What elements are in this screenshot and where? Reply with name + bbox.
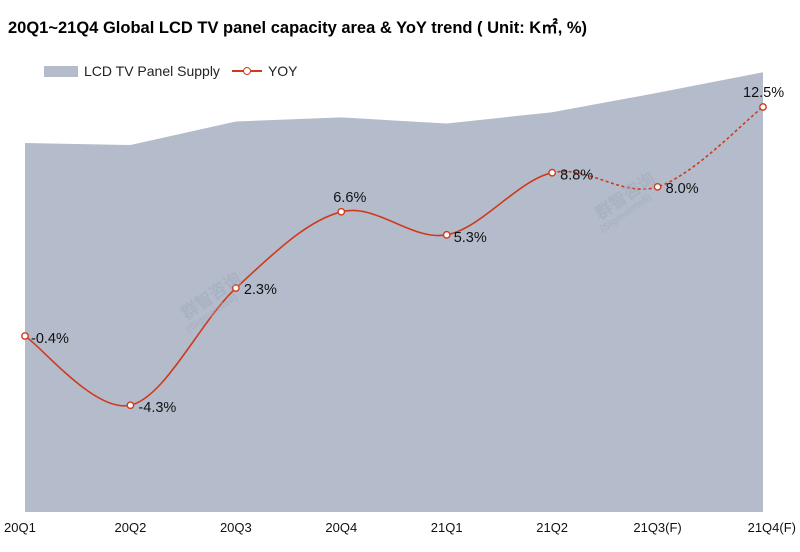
yoy-data-label: 6.6% (333, 190, 366, 206)
x-tick-label: 20Q1 (4, 520, 36, 535)
legend-label-yoy: YOY (267, 63, 298, 79)
yoy-point (548, 168, 557, 177)
x-tick-label: 21Q2 (536, 520, 568, 535)
yoy-data-label: 8.0% (666, 181, 699, 197)
supply-area (25, 72, 763, 513)
yoy-point (126, 401, 135, 410)
chart-title: 20Q1~21Q4 Global LCD TV panel capacity a… (8, 19, 588, 37)
yoy-data-label: 5.3% (454, 230, 487, 246)
yoy-point (442, 230, 451, 239)
legend-area-swatch (44, 65, 78, 77)
legend-label-supply: LCD TV Panel Supply (84, 63, 220, 79)
yoy-point (337, 207, 346, 216)
yoy-point (231, 284, 240, 292)
x-tick-label: 21Q1 (431, 520, 463, 535)
x-tick-label: 20Q2 (115, 520, 147, 535)
yoy-data-label: 2.3% (244, 282, 277, 298)
x-tick-label: 21Q4(F) (748, 520, 796, 535)
yoy-data-label: 12.5% (743, 85, 784, 101)
yoy-line (24, 171, 553, 407)
legend: LCD TV Panel Supply YOY (44, 63, 298, 79)
yoy-data-label: -4.3% (138, 400, 176, 416)
x-tick-label: 21Q3(F) (633, 520, 681, 535)
yoy-data-label: 8.8% (560, 168, 593, 184)
yoy-data-label: -0.4% (31, 331, 69, 347)
yoy-point (653, 182, 662, 191)
yoy-point (21, 332, 29, 340)
yoy-point (759, 103, 767, 111)
x-tick-label: 20Q3 (220, 520, 252, 535)
legend-line-swatch (231, 65, 262, 77)
x-tick-label: 20Q4 (325, 520, 357, 535)
